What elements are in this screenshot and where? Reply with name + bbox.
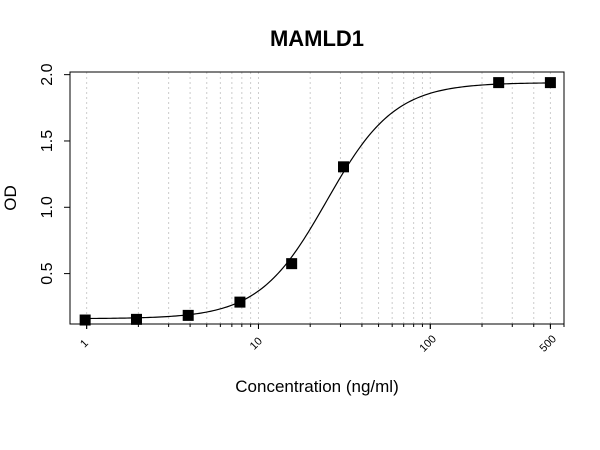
data-point	[338, 161, 350, 173]
y-tick-label: 1.0	[39, 196, 56, 218]
y-axis-label: OD	[1, 185, 20, 211]
chart-title: MAMLD1	[270, 26, 364, 51]
y-tick-label: 1.5	[39, 130, 56, 152]
data-point	[130, 313, 142, 325]
data-point	[544, 77, 556, 89]
x-axis: 1 10 100 500	[78, 324, 565, 355]
y-tick-label: 2.0	[39, 63, 56, 85]
data-point	[493, 77, 505, 89]
data-point	[286, 258, 298, 270]
data-point	[182, 309, 194, 321]
fit-curve	[85, 82, 551, 320]
y-axis: 0.5 1.0 1.5 2.0	[39, 63, 70, 285]
x-tick-label: 10	[248, 335, 265, 352]
data-points	[79, 77, 556, 326]
x-tick-label: 500	[538, 333, 559, 354]
x-axis-label: Concentration (ng/ml)	[235, 377, 398, 396]
plot-frame	[69, 71, 565, 325]
x-tick-label: 100	[417, 333, 438, 354]
grid-lines	[86, 72, 565, 324]
y-tick-label: 0.5	[39, 262, 56, 284]
data-point	[234, 296, 246, 308]
data-point	[79, 314, 91, 326]
x-tick-label: 1	[78, 337, 91, 350]
